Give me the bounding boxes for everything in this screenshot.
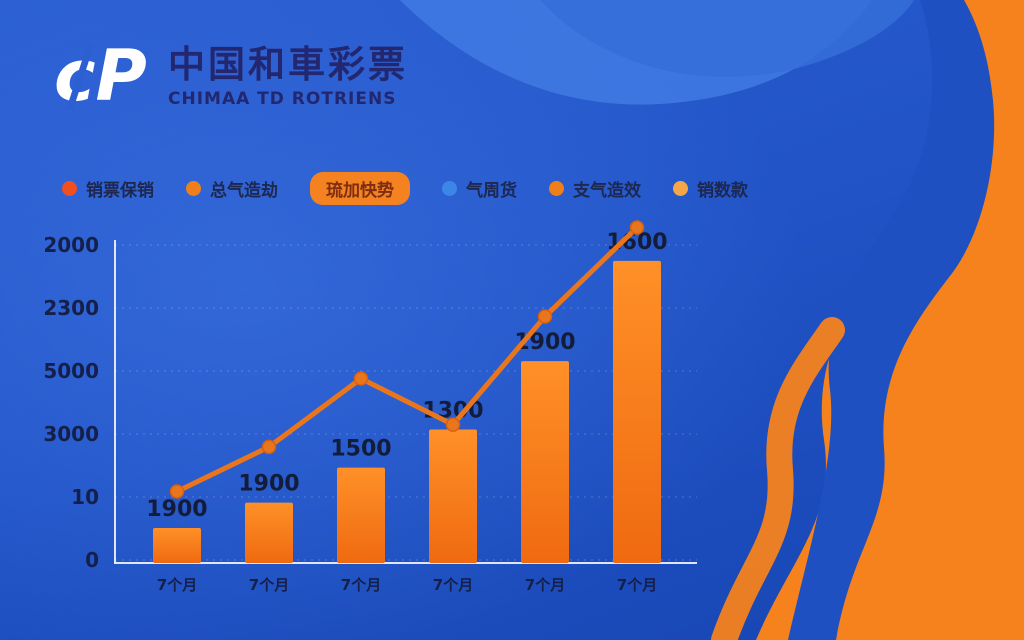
x-tick-label: 7个月 [341,576,381,594]
legend-dot-icon [549,181,564,196]
x-tick-label: 7个月 [249,576,289,594]
bar [429,429,477,563]
brand-subtitle: CHIMAA TD ROTRIENS [168,89,397,110]
bar-value-label: 1600 [606,230,667,255]
legend-label: 总气造劫 [210,181,278,201]
legend-item: 销票保销 [62,176,154,201]
legend-label: 琉加快势 [310,172,410,205]
legend-dot-icon [186,181,201,196]
legend-label: 支气造效 [573,181,641,201]
bar-value-label: 1900 [514,330,575,355]
bar [613,260,661,563]
bar [337,467,385,563]
bar [153,528,201,563]
legend: 销票保销 总气造劫 琉加快势 气周货 支气造效 销数款 [62,172,748,205]
wave-top-shape [400,0,872,105]
y-tick-label: 0 [85,548,99,572]
line-marker [169,484,185,499]
line-marker [261,439,277,455]
bar-value-label: 1900 [238,472,299,497]
legend-item: 气周货 [442,176,517,201]
bar [521,361,569,563]
line-marker [537,309,553,324]
x-tick-label: 7个月 [157,576,197,594]
bar [245,502,293,563]
legend-dot-icon [673,181,688,196]
x-tick-label: 7个月 [525,576,565,594]
y-tick-label: 2000 [43,233,99,257]
legend-dot-icon [62,181,77,196]
legend-label: 销票保销 [86,181,154,201]
line-marker [353,371,369,386]
header: cP 中国和車彩票 CHIMAA TD ROTRIENS [56,36,408,118]
legend-item: 支气造效 [549,176,641,201]
line-series [174,225,640,494]
y-tick-label: 2300 [43,296,99,320]
bar-value-label: 1300 [422,398,483,423]
x-tick-label: 7个月 [433,576,473,594]
flame-main-shape [756,0,1024,640]
line-marker [445,417,461,432]
wave-top-inner-shape [540,0,914,77]
legend-item: 销数款 [673,176,748,201]
x-tick-label: 7个月 [617,576,657,594]
bar-value-label: 1900 [146,497,207,522]
bar-value-label: 1500 [330,437,391,462]
legend-label: 销数款 [697,181,748,201]
legend-item: 总气造劫 [186,176,278,201]
flame-blue-ribbon [788,0,995,640]
legend-dot-icon [442,181,457,196]
logo-mark: cP [56,36,147,117]
y-tick-label: 10 [71,485,99,509]
flame-thin-ribbon [711,317,845,640]
brand-title: 中国和車彩票 [168,42,408,86]
legend-label: 气周货 [466,181,517,201]
y-tick-label: 3000 [43,422,99,446]
y-tick-label: 5000 [43,359,99,383]
line-marker [629,220,645,235]
legend-item: 琉加快势 [310,172,410,205]
brand-text-block: 中国和車彩票 CHIMAA TD ROTRIENS [168,42,408,110]
